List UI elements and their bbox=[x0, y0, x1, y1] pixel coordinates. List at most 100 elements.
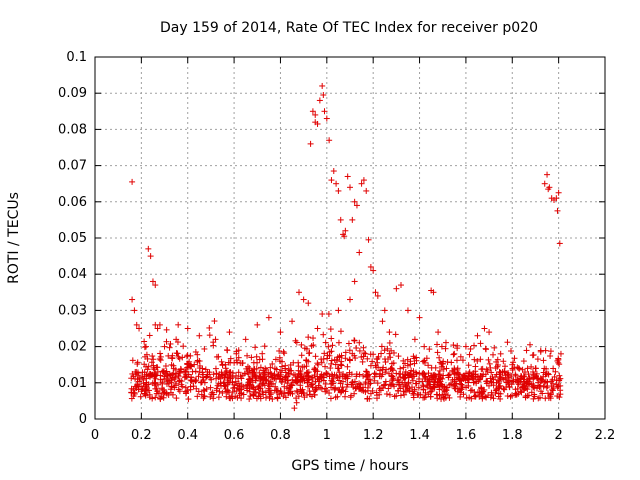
data-point-cloud bbox=[310, 335, 317, 342]
data-point-cloud bbox=[530, 371, 537, 378]
data-point-cloud bbox=[525, 371, 532, 378]
data-point-cloud bbox=[309, 381, 316, 388]
data-point-cloud bbox=[471, 342, 478, 349]
data-point-cloud bbox=[425, 362, 432, 369]
data-point-cloud bbox=[504, 339, 511, 346]
data-point-cloud bbox=[502, 375, 509, 382]
data-point-cloud bbox=[436, 386, 443, 393]
y-tick-label: 0.07 bbox=[58, 159, 87, 174]
data-point-cloud bbox=[525, 392, 532, 399]
data-point-cloud bbox=[282, 369, 289, 376]
data-point-cloud bbox=[171, 384, 178, 391]
data-point-cloud bbox=[281, 383, 288, 390]
data-point bbox=[349, 216, 356, 223]
data-point-cloud bbox=[187, 352, 194, 359]
data-point-cloud bbox=[399, 379, 406, 386]
plot-frame bbox=[94, 56, 606, 420]
x-tick-label: 1.8 bbox=[502, 428, 523, 443]
data-point-cloud bbox=[360, 353, 367, 360]
data-point-cloud bbox=[147, 371, 154, 378]
data-point-cloud bbox=[402, 383, 409, 390]
data-point-cloud bbox=[544, 379, 551, 386]
y-tick-labels: 0 0.01 0.02 0.03 0.04 0.05 0.06 0.07 0.08 0.09 0.1 bbox=[58, 50, 87, 427]
data-point-cloud bbox=[325, 311, 332, 318]
data-point-cloud bbox=[488, 389, 495, 396]
data-point-cloud bbox=[312, 378, 319, 385]
data-point-cloud bbox=[188, 374, 195, 381]
data-point-cloud bbox=[514, 385, 521, 392]
data-point-cloud bbox=[322, 381, 329, 388]
data-point-cloud bbox=[277, 373, 284, 380]
data-point-cloud bbox=[253, 395, 260, 402]
data-point-cloud bbox=[253, 353, 260, 360]
data-point-cloud bbox=[522, 393, 529, 400]
data-point-cloud bbox=[434, 341, 441, 348]
data-point-cloud bbox=[134, 361, 141, 368]
data-point-cloud bbox=[180, 343, 187, 350]
data-point-cloud bbox=[225, 359, 232, 366]
data-point-cloud bbox=[295, 367, 302, 374]
data-point-cloud bbox=[351, 378, 358, 385]
data-point-cloud bbox=[305, 350, 312, 357]
data-point-cloud bbox=[364, 387, 371, 394]
data-point-cloud bbox=[411, 360, 418, 367]
data-point-cloud bbox=[532, 365, 539, 372]
data-point-cloud bbox=[233, 348, 240, 355]
data-point bbox=[133, 321, 140, 328]
data-point bbox=[553, 195, 560, 202]
data-point bbox=[312, 111, 319, 118]
y-tick-label: 0.03 bbox=[58, 303, 87, 318]
data-point-cloud bbox=[157, 357, 164, 364]
data-point-cloud bbox=[203, 373, 210, 380]
data-point-cloud bbox=[163, 338, 170, 345]
data-point-cloud bbox=[321, 350, 328, 357]
data-point-cloud bbox=[386, 339, 393, 346]
data-point-cloud bbox=[281, 374, 288, 381]
data-point-cloud bbox=[207, 374, 214, 381]
data-point-cloud bbox=[325, 343, 332, 350]
data-point-cloud bbox=[206, 369, 213, 376]
data-point-cloud bbox=[194, 351, 201, 358]
data-point-cloud bbox=[175, 386, 182, 393]
data-point bbox=[293, 399, 300, 406]
data-point-cloud bbox=[153, 364, 160, 371]
data-point-cloud bbox=[297, 386, 304, 393]
data-point-cloud bbox=[304, 392, 311, 399]
data-point-cloud bbox=[289, 390, 296, 397]
data-point-cloud bbox=[273, 366, 280, 373]
data-point-cloud bbox=[305, 373, 312, 380]
x-tick-label: 0.6 bbox=[224, 428, 245, 443]
data-point-cloud bbox=[524, 365, 531, 372]
data-point-cloud bbox=[470, 370, 477, 377]
data-point-cloud bbox=[389, 367, 396, 374]
data-point-cloud bbox=[377, 385, 384, 392]
data-point bbox=[421, 343, 428, 350]
data-point bbox=[497, 350, 504, 357]
data-point-cloud bbox=[144, 355, 151, 362]
data-point-cloud bbox=[203, 386, 210, 393]
data-point-cloud bbox=[245, 371, 252, 378]
data-point-cloud bbox=[238, 382, 245, 389]
data-point-cloud bbox=[203, 373, 210, 380]
data-point-cloud bbox=[501, 363, 508, 370]
data-point-cloud bbox=[531, 391, 538, 398]
data-point-cloud bbox=[425, 370, 432, 377]
data-point-cloud bbox=[372, 362, 379, 369]
y-tick-label: 0.02 bbox=[58, 340, 87, 355]
data-point-cloud bbox=[193, 385, 200, 392]
data-point-cloud bbox=[293, 377, 300, 384]
data-point bbox=[242, 336, 249, 343]
data-point-cloud bbox=[450, 368, 457, 375]
data-point-cloud bbox=[526, 380, 533, 387]
data-point-cloud bbox=[303, 357, 310, 364]
data-point-cloud bbox=[141, 344, 148, 351]
data-point-cloud bbox=[524, 386, 531, 393]
data-point-cloud bbox=[478, 384, 485, 391]
data-point-cloud bbox=[371, 377, 378, 384]
data-point-cloud bbox=[405, 380, 412, 387]
data-point-cloud bbox=[449, 367, 456, 374]
data-point-cloud bbox=[420, 394, 427, 401]
data-point bbox=[145, 245, 152, 252]
data-point-cloud bbox=[335, 339, 342, 346]
data-point-cloud bbox=[382, 378, 389, 385]
